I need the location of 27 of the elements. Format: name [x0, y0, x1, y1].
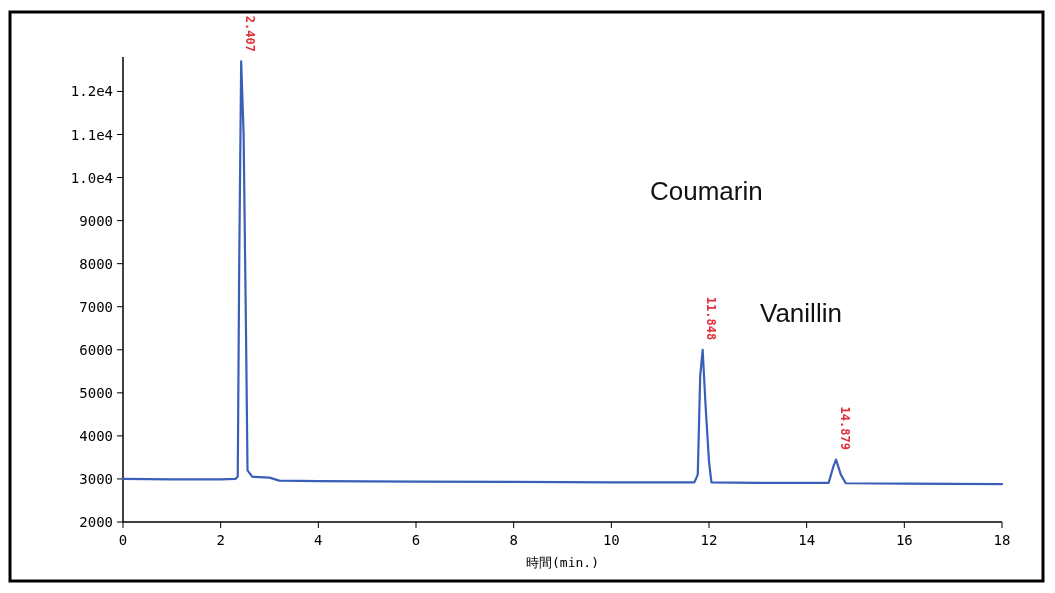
x-tick-label: 12	[700, 532, 718, 548]
y-tick-label: 2000	[79, 514, 113, 530]
x-tick-label: 8	[509, 532, 518, 548]
annotation: 11.848	[703, 296, 718, 341]
annotation: 14.879	[837, 406, 852, 450]
y-tick-label: 5000	[79, 384, 113, 401]
annotation: Coumarin	[650, 176, 763, 206]
y-tick-label: 1.0e4	[70, 169, 113, 186]
x-tick-label: 14	[798, 532, 816, 548]
x-tick-label: 2	[216, 532, 225, 548]
y-tick-label: 1.2e4	[70, 83, 113, 100]
x-tick-label: 18	[993, 532, 1011, 548]
x-tick-label: 6	[411, 532, 421, 548]
y-tick-label: 9000	[79, 212, 113, 229]
x-tick-label: 0	[118, 532, 128, 548]
y-tick-label: 4000	[79, 427, 113, 444]
x-tick-label: 4	[314, 532, 323, 548]
x-tick-label: 10	[602, 532, 620, 548]
y-tick-label: 3000	[79, 470, 113, 487]
y-tick-label: 7000	[79, 298, 113, 315]
x-axis-title: 時間(min.)	[526, 555, 599, 570]
x-tick-label: 16	[895, 532, 913, 548]
annotation: Vanillin	[760, 298, 842, 328]
y-tick-label: 8000	[79, 255, 113, 272]
y-tick-label: 6000	[79, 341, 113, 358]
y-tick-label: 1.1e4	[70, 126, 113, 143]
annotation: 2.407	[242, 15, 257, 52]
